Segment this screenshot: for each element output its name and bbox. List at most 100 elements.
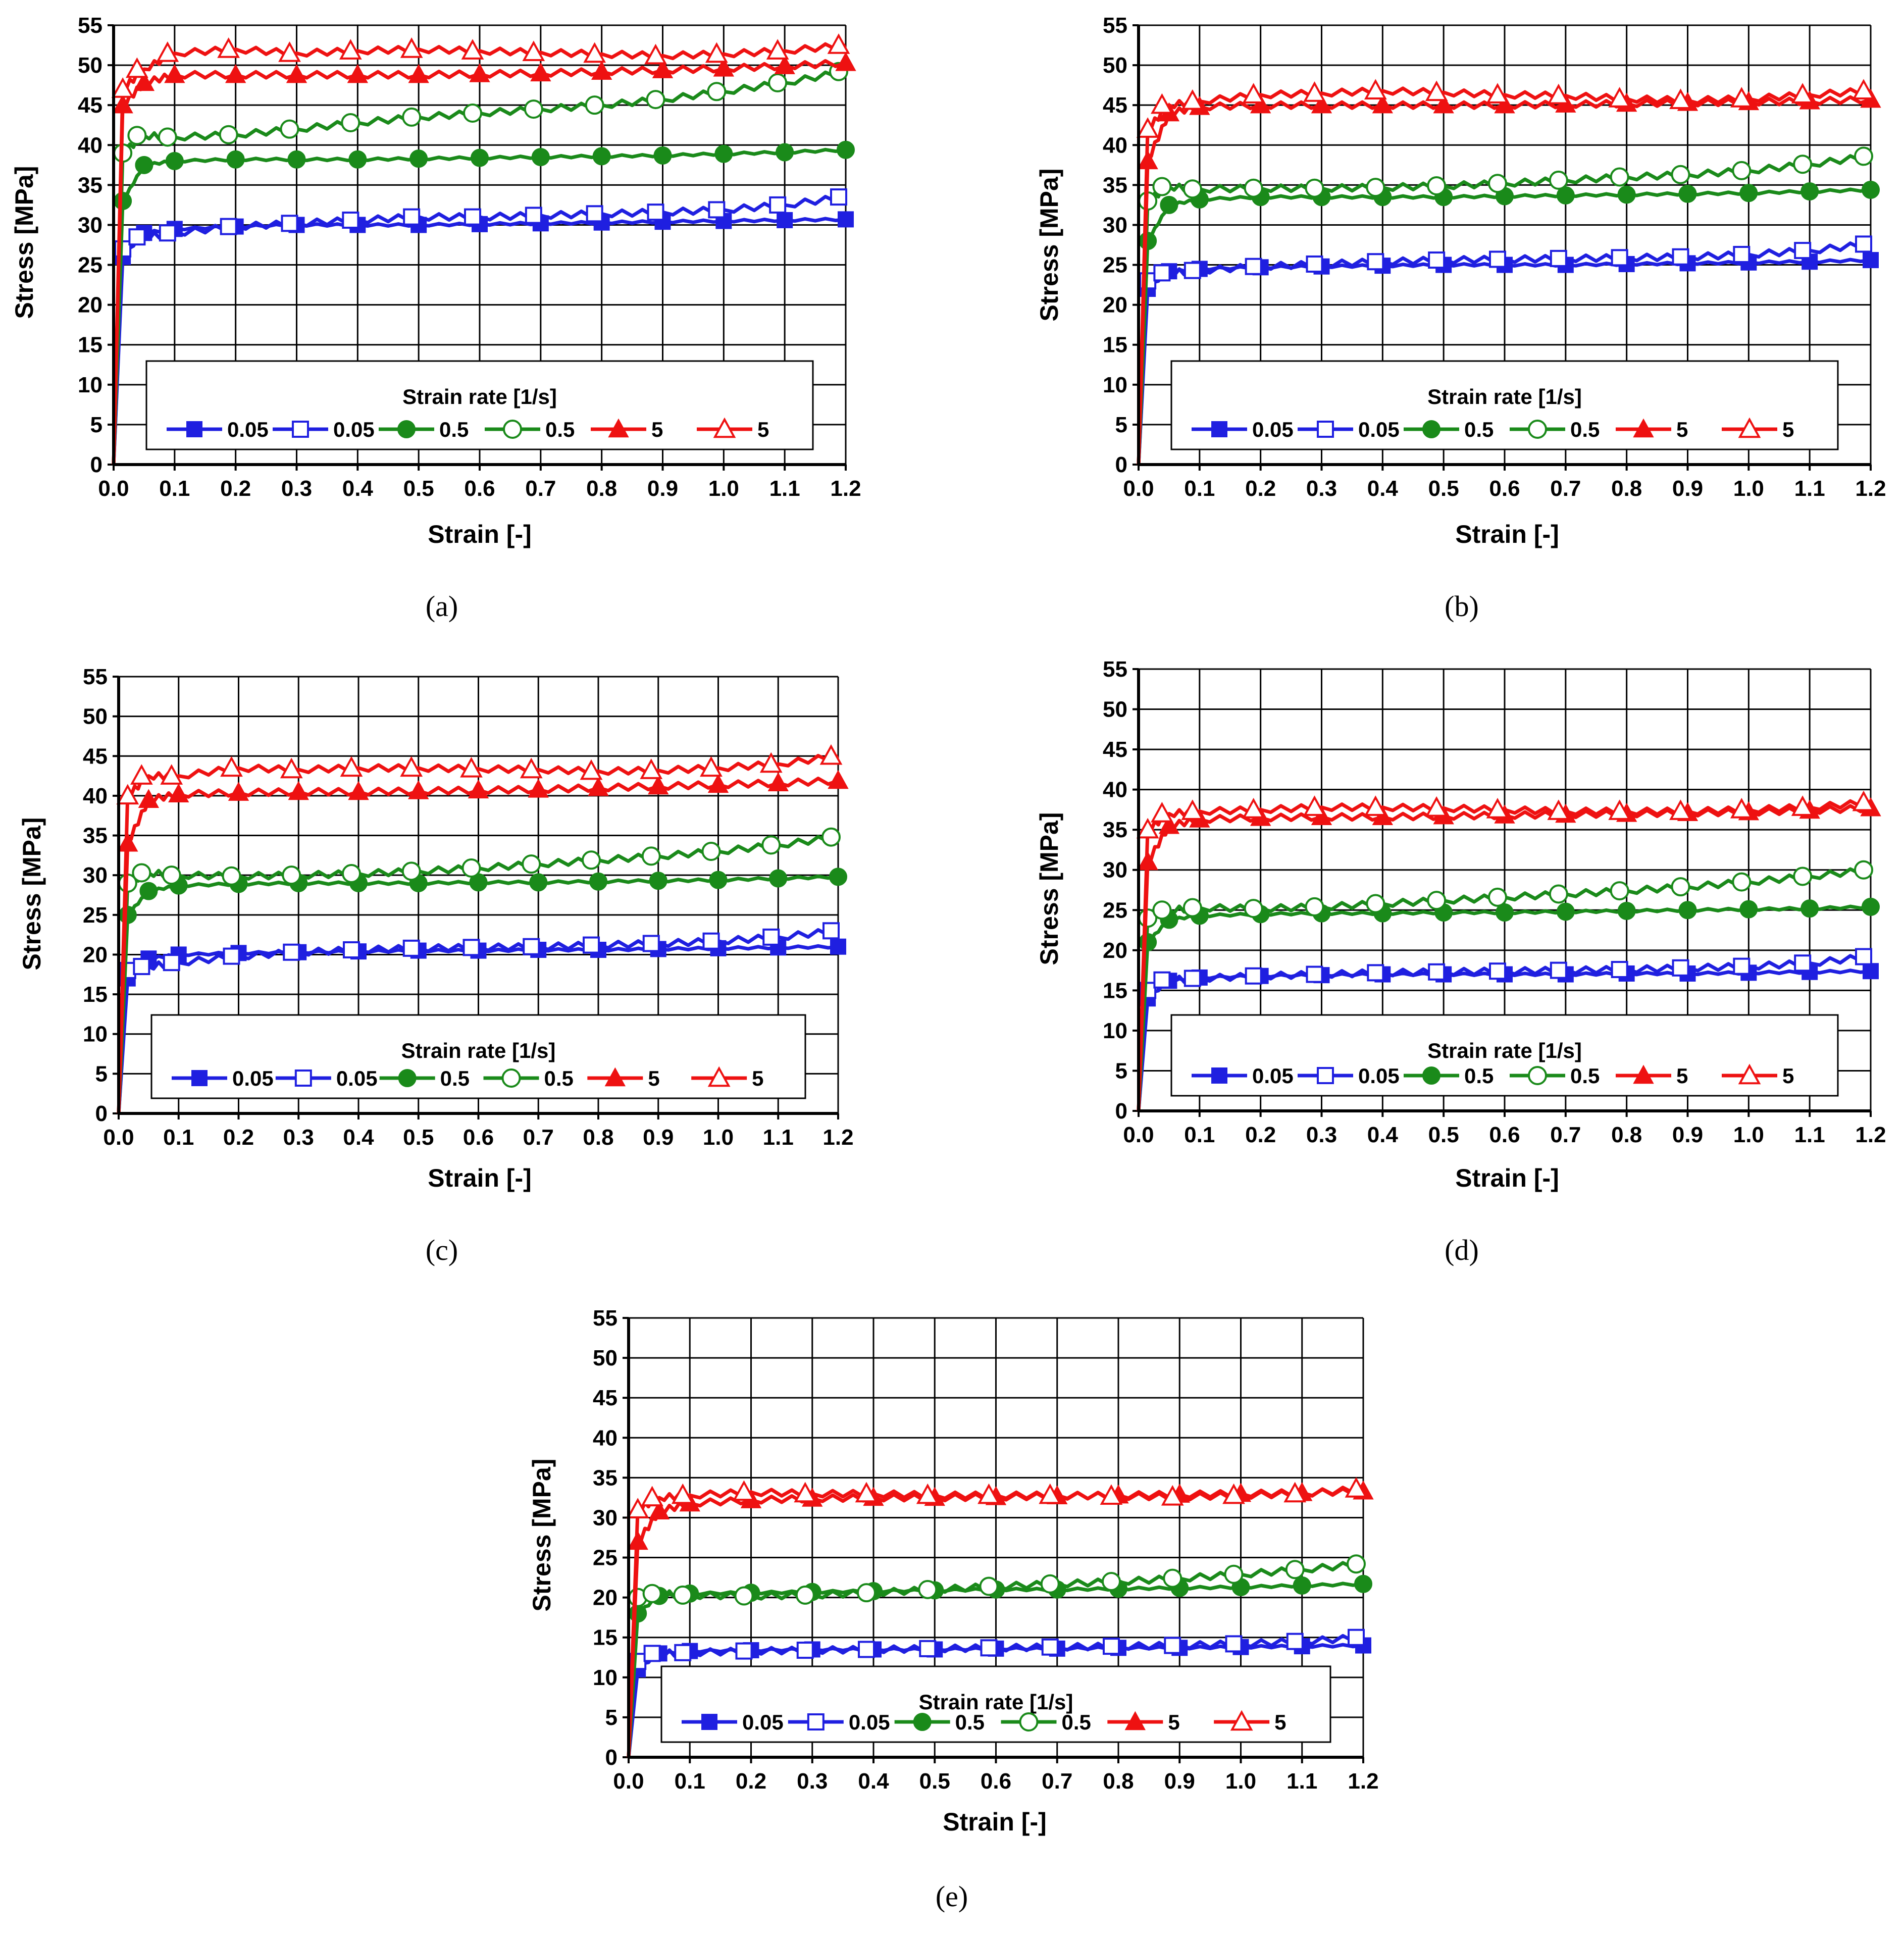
- legend: Strain rate [1/s] 0.05 0.05 0.5 0.5 5 5: [145, 360, 814, 450]
- legend-label: 5: [1782, 1064, 1794, 1088]
- data-point: [462, 939, 480, 956]
- data-point: [1225, 1635, 1243, 1653]
- data-point: [408, 780, 429, 799]
- data-point: [1863, 963, 1879, 980]
- legend-marker: [1019, 1712, 1039, 1732]
- y-tick-label: 5: [1115, 1058, 1127, 1083]
- data-point: [1306, 965, 1323, 983]
- x-tick-label: 0.8: [1611, 476, 1642, 501]
- x-axis-label: Strain [-]: [943, 1808, 1047, 1836]
- data-point: [225, 64, 246, 83]
- data-point: [708, 201, 726, 219]
- data-point: [1311, 94, 1332, 114]
- data-point: [1852, 79, 1875, 99]
- data-point: [705, 42, 728, 63]
- legend-marker: [1422, 420, 1440, 438]
- data-point: [702, 932, 720, 950]
- y-tick-label: 0: [90, 452, 102, 477]
- x-tick-label: 1.1: [769, 476, 800, 501]
- data-point: [530, 62, 551, 82]
- data-point: [735, 1642, 753, 1660]
- data-point: [774, 55, 795, 74]
- legend-label: 5: [757, 418, 769, 441]
- data-point: [1671, 165, 1690, 184]
- data-point: [461, 39, 484, 60]
- legend-marker: [1211, 421, 1227, 437]
- x-tick-label: 0.5: [403, 1125, 434, 1150]
- data-point: [342, 211, 359, 229]
- x-tick-label: 0.3: [1306, 1123, 1337, 1147]
- data-point: [583, 42, 606, 63]
- y-tick-label: 5: [1115, 413, 1127, 437]
- data-point: [653, 146, 672, 165]
- data-point: [857, 1583, 876, 1603]
- data-point: [1488, 887, 1507, 907]
- data-point: [1425, 796, 1448, 817]
- y-tick-label: 30: [593, 1505, 617, 1530]
- data-point: [111, 77, 134, 98]
- data-point: [340, 756, 363, 777]
- data-point: [1489, 250, 1506, 268]
- data-point: [287, 150, 306, 169]
- series-open-triangle-5: [626, 1477, 1368, 1758]
- data-point: [586, 205, 603, 223]
- data-point: [828, 770, 849, 789]
- x-tick-label: 0.2: [220, 476, 251, 501]
- legend-entry: 0.05: [788, 1710, 890, 1734]
- data-point: [1862, 897, 1880, 916]
- data-point: [1547, 799, 1570, 820]
- legend-marker: [713, 417, 736, 438]
- data-point: [281, 215, 298, 232]
- legend: Strain rate [1/s] 0.05 0.05 0.5 0.5 5 5: [1170, 360, 1839, 450]
- data-point: [700, 756, 723, 777]
- data-point: [582, 850, 601, 870]
- legend-entry: 0.5: [894, 1710, 985, 1734]
- data-point: [1672, 248, 1689, 266]
- data-point: [643, 1645, 661, 1662]
- data-point: [288, 781, 309, 800]
- legend-label: 0.5: [1570, 418, 1600, 441]
- y-tick-label: 35: [593, 1465, 617, 1490]
- data-point: [980, 1639, 998, 1657]
- data-point: [522, 40, 545, 62]
- data-point: [228, 782, 249, 801]
- data-point: [647, 203, 664, 221]
- data-point: [776, 143, 794, 162]
- series-open-triangle-5: [111, 33, 850, 465]
- x-tick-label: 0.4: [342, 476, 374, 501]
- data-point: [116, 784, 139, 805]
- data-point: [401, 861, 421, 881]
- data-point: [156, 41, 179, 62]
- legend-marker: [1528, 420, 1547, 439]
- data-point: [1427, 891, 1447, 910]
- legend-entry: 5: [591, 418, 663, 441]
- y-tick-label: 35: [83, 824, 108, 848]
- data-point: [1671, 877, 1690, 897]
- data-point: [1669, 88, 1692, 109]
- data-point: [713, 58, 735, 77]
- data-point: [463, 104, 482, 123]
- data-point: [217, 37, 240, 58]
- data-point: [918, 1580, 938, 1599]
- legend-marker: [913, 1713, 932, 1731]
- data-point: [794, 1482, 817, 1503]
- data-point: [1245, 967, 1262, 985]
- x-tick-label: 1.0: [1733, 1123, 1764, 1147]
- data-point: [348, 781, 369, 800]
- data-point: [1242, 83, 1265, 104]
- legend-marker: [1317, 421, 1334, 438]
- data-point: [164, 64, 185, 83]
- data-point: [1556, 186, 1575, 205]
- y-tick-label: 25: [1103, 898, 1127, 923]
- data-point: [1732, 872, 1752, 892]
- data-point: [1486, 83, 1509, 104]
- data-point: [674, 1644, 692, 1661]
- y-tick-label: 30: [83, 863, 108, 888]
- legend-marker: [1633, 1064, 1654, 1084]
- x-tick-label: 0.4: [1367, 1123, 1399, 1147]
- legend-label: 0.5: [1464, 1064, 1494, 1088]
- data-point: [591, 61, 612, 80]
- data-point: [1224, 1564, 1244, 1584]
- legend-label: 5: [1168, 1710, 1179, 1734]
